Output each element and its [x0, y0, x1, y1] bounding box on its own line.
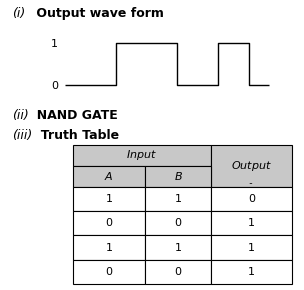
- Text: 1: 1: [105, 243, 112, 253]
- Text: $\it{Output}$: $\it{Output}$: [231, 159, 272, 173]
- Bar: [73, 260, 145, 284]
- Text: $\bar{\ }$: $\bar{\ }$: [249, 178, 254, 187]
- Bar: [211, 235, 292, 260]
- Text: 1: 1: [174, 194, 181, 204]
- Bar: [73, 187, 145, 211]
- Text: 1: 1: [248, 218, 255, 228]
- Text: NAND GATE: NAND GATE: [28, 109, 118, 122]
- Text: Truth Table: Truth Table: [32, 129, 119, 142]
- Text: $\it{B}$: $\it{B}$: [174, 170, 182, 182]
- Bar: [145, 211, 211, 235]
- Text: 0: 0: [174, 267, 181, 277]
- Text: 0: 0: [248, 194, 255, 204]
- Bar: [145, 166, 211, 187]
- Bar: [211, 187, 292, 211]
- Text: 1: 1: [248, 243, 255, 253]
- Bar: [211, 260, 292, 284]
- Text: Output wave form: Output wave form: [32, 7, 164, 20]
- Text: 1: 1: [174, 243, 181, 253]
- Text: $\it{Input}$: $\it{Input}$: [126, 148, 157, 162]
- Text: $\it{A}$: $\it{A}$: [104, 170, 114, 182]
- Bar: [73, 166, 145, 187]
- Bar: [145, 187, 211, 211]
- Text: 0: 0: [174, 218, 181, 228]
- Text: 1: 1: [248, 267, 255, 277]
- Text: (ii): (ii): [12, 109, 29, 122]
- Text: 0: 0: [105, 218, 112, 228]
- Bar: [145, 235, 211, 260]
- Text: (i): (i): [12, 7, 26, 20]
- Text: 1: 1: [105, 194, 112, 204]
- Bar: [73, 235, 145, 260]
- Bar: [73, 145, 211, 166]
- Bar: [145, 260, 211, 284]
- Bar: [211, 145, 292, 187]
- Bar: [211, 211, 292, 235]
- Text: 0: 0: [105, 267, 112, 277]
- Text: (iii): (iii): [12, 129, 33, 142]
- Bar: [73, 211, 145, 235]
